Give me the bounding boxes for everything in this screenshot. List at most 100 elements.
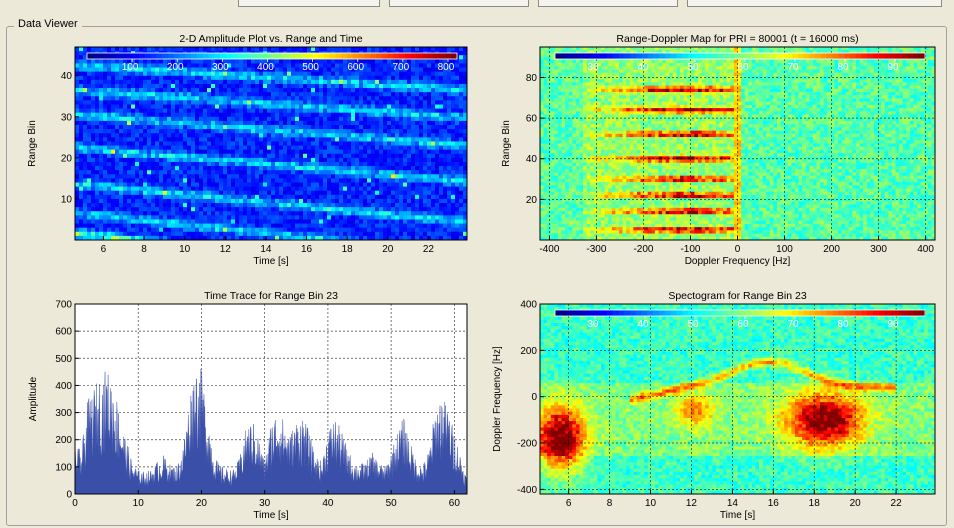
heatmap-cell xyxy=(231,198,236,204)
heatmap-cell xyxy=(99,178,104,184)
heatmap-cell xyxy=(107,67,112,73)
heatmap-cell xyxy=(443,211,448,216)
heatmap-cell xyxy=(75,100,80,105)
heatmap-cell xyxy=(115,145,120,151)
heatmap-cell xyxy=(183,59,188,64)
heatmap-cell xyxy=(395,157,400,163)
heatmap-cell xyxy=(415,129,420,134)
amp-colorbar-segment xyxy=(312,53,319,59)
heatmap-cell xyxy=(175,227,180,233)
heatmap-cell xyxy=(331,190,336,196)
heatmap-cell xyxy=(403,145,408,151)
heatmap-cell xyxy=(155,227,160,233)
heatmap-cell xyxy=(303,67,308,73)
heatmap-cell xyxy=(884,47,889,51)
heatmap-cell xyxy=(423,96,428,101)
heatmap-cell xyxy=(143,235,148,240)
heatmap-cell xyxy=(111,157,116,163)
heatmap-cell xyxy=(395,63,400,69)
heatmap-cell xyxy=(411,203,416,208)
heatmap-cell xyxy=(311,141,316,147)
amp-plot-frame xyxy=(74,46,468,241)
heatmap-cell xyxy=(227,75,232,81)
heatmap-cell xyxy=(187,227,192,233)
heatmap-cell xyxy=(431,231,436,237)
heatmap-cell xyxy=(303,174,308,179)
heatmap-cell xyxy=(287,145,292,151)
heatmap-cell xyxy=(459,112,464,118)
heatmap-cell xyxy=(99,137,104,142)
amp-colorbar-segment xyxy=(422,53,429,59)
heatmap-cell xyxy=(251,79,256,85)
heatmap-cell xyxy=(227,133,232,138)
top-control-1[interactable] xyxy=(238,0,380,7)
heatmap-cell xyxy=(383,235,388,240)
heatmap-cell xyxy=(359,141,364,147)
heatmap-cell xyxy=(255,112,260,118)
heatmap-cell xyxy=(83,170,88,175)
heatmap-cell xyxy=(647,50,652,54)
heatmap-cell xyxy=(379,170,384,175)
heatmap-cell xyxy=(748,47,753,51)
heatmap-cell xyxy=(251,161,256,167)
heatmap-cell xyxy=(131,223,136,229)
heatmap-cell xyxy=(259,186,264,192)
top-control-4[interactable] xyxy=(687,0,942,7)
heatmap-cell xyxy=(215,116,220,122)
heatmap-cell xyxy=(199,207,204,212)
heatmap-cell xyxy=(111,182,116,188)
heatmap-cell xyxy=(415,108,420,114)
heatmap-cell xyxy=(111,198,116,204)
heatmap-cell xyxy=(443,215,448,220)
heatmap-cell xyxy=(139,170,144,175)
heatmap-cell xyxy=(107,125,112,130)
heatmap-cell xyxy=(255,227,260,233)
heatmap-cell xyxy=(351,153,356,159)
heatmap-cell xyxy=(79,178,84,184)
heatmap-cell xyxy=(451,88,456,93)
amp-colorbar-segment xyxy=(139,53,146,59)
heatmap-cell xyxy=(139,211,144,216)
heatmap-cell xyxy=(427,141,432,147)
heatmap-cell xyxy=(399,116,404,122)
heatmap-cell xyxy=(151,104,156,110)
heatmap-cell xyxy=(251,211,256,216)
heatmap-cell xyxy=(367,174,372,179)
heatmap-cell xyxy=(103,227,108,233)
heatmap-cell xyxy=(159,141,164,147)
top-control-2[interactable] xyxy=(389,0,529,7)
heatmap-cell xyxy=(323,59,328,64)
heatmap-cell xyxy=(283,223,288,229)
heatmap-cell xyxy=(451,137,456,142)
heatmap-cell xyxy=(327,108,332,114)
top-control-3[interactable] xyxy=(538,0,678,7)
heatmap-cell xyxy=(371,83,376,89)
heatmap-cell xyxy=(131,157,136,163)
heatmap-cell xyxy=(151,141,156,147)
heatmap-cell xyxy=(175,178,180,184)
heatmap-cell xyxy=(387,186,392,192)
heatmap-cell xyxy=(391,198,396,204)
heatmap-cell xyxy=(315,100,320,105)
heatmap-cell xyxy=(323,63,328,69)
heatmap-cell xyxy=(199,203,204,208)
heatmap-cell xyxy=(271,223,276,229)
heatmap-cell xyxy=(103,92,108,97)
heatmap-cell xyxy=(339,83,344,89)
heatmap-cell xyxy=(439,211,444,216)
heatmap-cell xyxy=(379,112,384,118)
heatmap-cell xyxy=(403,170,408,175)
heatmap-cell xyxy=(463,71,467,77)
heatmap-cell xyxy=(355,215,360,220)
heatmap-cell xyxy=(187,174,192,179)
heatmap-cell xyxy=(207,75,212,81)
heatmap-cell xyxy=(680,50,685,54)
heatmap-cell xyxy=(263,170,268,175)
heatmap-cell xyxy=(913,50,918,54)
heatmap-cell xyxy=(159,215,164,220)
heatmap-cell xyxy=(359,116,364,122)
heatmap-cell xyxy=(395,170,400,175)
heatmap-cell xyxy=(111,83,116,89)
